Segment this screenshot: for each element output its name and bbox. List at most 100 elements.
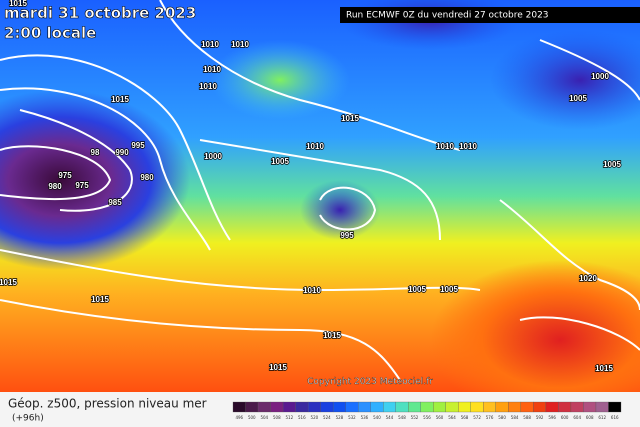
scale-label: 544 bbox=[386, 415, 394, 420]
scale-cell bbox=[307, 401, 321, 413]
scale-label: 552 bbox=[411, 415, 419, 420]
isobar-label: 1005 bbox=[440, 285, 458, 294]
scale-cell bbox=[232, 401, 246, 413]
isobar-label: 975 bbox=[75, 181, 89, 190]
scale-cell bbox=[508, 401, 522, 413]
isobar-label: 1010 bbox=[436, 142, 454, 151]
isobar-label: 990 bbox=[115, 148, 129, 157]
isobar-label: 1010 bbox=[459, 142, 477, 151]
isobar-label: 975 bbox=[58, 171, 72, 180]
scale-label: 560 bbox=[436, 415, 444, 420]
scale-label: 520 bbox=[311, 415, 319, 420]
scale-cell bbox=[370, 401, 384, 413]
scale-label: 504 bbox=[260, 415, 268, 420]
legend-subtitle: (+96h) bbox=[12, 414, 44, 424]
scale-cell bbox=[545, 401, 559, 413]
scale-label: 512 bbox=[286, 415, 294, 420]
scale-cell bbox=[282, 401, 296, 413]
scale-cell bbox=[445, 401, 459, 413]
isobar-label: 1015 bbox=[341, 114, 359, 123]
isobar-label: 1005 bbox=[408, 285, 426, 294]
scale-label: 616 bbox=[611, 415, 619, 420]
scale-cell bbox=[483, 401, 496, 413]
scale-label: 540 bbox=[373, 415, 381, 420]
scale-label: 572 bbox=[473, 415, 481, 420]
isobar-label: 1010 bbox=[203, 65, 221, 74]
isobar-label: 1015 bbox=[111, 95, 129, 104]
isobars bbox=[0, 0, 640, 380]
scale-label: 516 bbox=[298, 415, 306, 420]
scale-label: 536 bbox=[361, 415, 369, 420]
scale-cell bbox=[570, 401, 584, 413]
color-scale: 496 500 504 508 512 516 520 524 528 532 536 540 544 5… bbox=[232, 401, 622, 420]
scale-cell bbox=[345, 401, 359, 413]
scale-cell bbox=[470, 401, 484, 413]
time: 2:00 locale bbox=[4, 24, 96, 42]
scale-cell bbox=[583, 401, 597, 413]
scale-label: 500 bbox=[248, 415, 256, 420]
scale-label: 600 bbox=[561, 415, 569, 420]
scale-cell bbox=[558, 401, 572, 413]
scale-label: 524 bbox=[323, 415, 331, 420]
scale-cell bbox=[295, 401, 309, 413]
isobar-label: 1005 bbox=[569, 94, 587, 103]
isobar-label: 1000 bbox=[204, 152, 222, 161]
isobar-label: 1015 bbox=[269, 363, 287, 372]
scale-label: 580 bbox=[498, 415, 506, 420]
scale-label: 548 bbox=[398, 415, 406, 420]
scale-label: 584 bbox=[511, 415, 519, 420]
run-info: Run ECMWF 0Z du vendredi 27 octobre 2023 bbox=[346, 11, 549, 21]
scale-cell bbox=[420, 401, 434, 413]
isobar-label: 980 bbox=[140, 173, 154, 182]
isobar-label: 1010 bbox=[201, 40, 219, 49]
scale-cell bbox=[395, 401, 409, 413]
scale-label: 496 bbox=[235, 415, 243, 420]
scale-cell bbox=[520, 401, 534, 413]
isobar-label: 995 bbox=[131, 141, 145, 150]
scale-cell bbox=[458, 401, 471, 413]
isobar-label: 1015 bbox=[323, 331, 341, 340]
scale-label: 612 bbox=[598, 415, 606, 420]
isobar-label: 995 bbox=[340, 231, 354, 240]
scale-cell bbox=[358, 401, 371, 413]
isobar-label: 1005 bbox=[271, 157, 289, 166]
scale-label: 532 bbox=[348, 415, 356, 420]
scale-label: 528 bbox=[336, 415, 344, 420]
copyright: Copyright 2023 Meteociel.fr bbox=[307, 377, 433, 387]
isobar-label: 1015 bbox=[0, 278, 17, 287]
isobar-label: 980 bbox=[48, 182, 62, 191]
isobar-label: 1010 bbox=[306, 142, 324, 151]
scale-label: 564 bbox=[448, 415, 456, 420]
scale-cell bbox=[608, 401, 622, 413]
scale-label: 588 bbox=[523, 415, 531, 420]
scale-cell bbox=[320, 401, 334, 413]
isobar-label: 1015 bbox=[595, 364, 613, 373]
isobar-label: 1010 bbox=[199, 82, 217, 91]
scale-label: 596 bbox=[548, 415, 556, 420]
scale-label: 576 bbox=[486, 415, 494, 420]
scale-label: 556 bbox=[423, 415, 431, 420]
isobar-label: 98 bbox=[91, 148, 100, 157]
run-banner bbox=[340, 7, 640, 23]
scale-cell bbox=[383, 401, 396, 413]
scale-cell bbox=[433, 401, 446, 413]
isobar-label: 1015 bbox=[91, 295, 109, 304]
legend-title: Géop. z500, pression niveau mer bbox=[8, 397, 207, 411]
scale-label: 592 bbox=[536, 415, 544, 420]
isobar-label: 1005 bbox=[603, 160, 621, 169]
scale-cell bbox=[408, 401, 421, 413]
date: mardi 31 octobre 2023 bbox=[4, 4, 196, 22]
scale-label: 608 bbox=[586, 415, 594, 420]
scale-label: 604 bbox=[573, 415, 581, 420]
scale-cell bbox=[332, 401, 346, 413]
scale-label: 508 bbox=[273, 415, 281, 420]
scale-cell bbox=[257, 401, 271, 413]
scale-cell bbox=[533, 401, 547, 413]
isobar-label: 1010 bbox=[303, 286, 321, 295]
scale-cell bbox=[495, 401, 509, 413]
isobar-label: 1000 bbox=[591, 72, 609, 81]
scale-cell bbox=[595, 401, 609, 413]
